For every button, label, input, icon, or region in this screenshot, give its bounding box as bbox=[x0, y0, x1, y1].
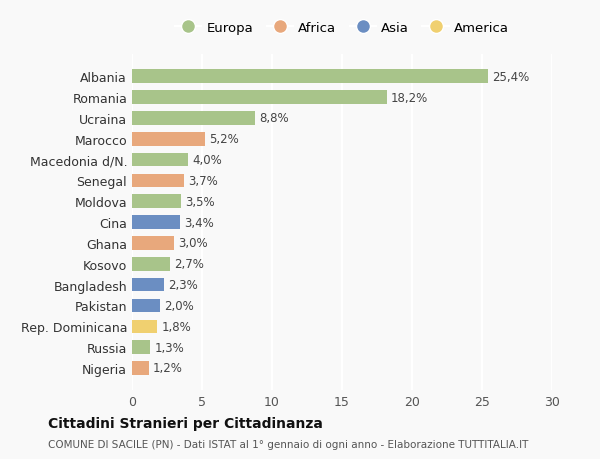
Text: 3,0%: 3,0% bbox=[178, 237, 208, 250]
Text: 18,2%: 18,2% bbox=[391, 91, 428, 104]
Bar bbox=[132, 361, 149, 375]
Text: 3,7%: 3,7% bbox=[188, 174, 218, 188]
Text: 1,3%: 1,3% bbox=[154, 341, 184, 354]
Text: 2,0%: 2,0% bbox=[164, 299, 194, 312]
Text: Cittadini Stranieri per Cittadinanza: Cittadini Stranieri per Cittadinanza bbox=[48, 416, 323, 430]
Text: 1,8%: 1,8% bbox=[161, 320, 191, 333]
Text: 3,5%: 3,5% bbox=[185, 196, 215, 208]
Bar bbox=[132, 237, 174, 250]
Bar bbox=[132, 133, 205, 146]
Text: 1,2%: 1,2% bbox=[153, 362, 183, 375]
Bar bbox=[132, 278, 164, 292]
Bar bbox=[132, 153, 188, 167]
Bar bbox=[132, 112, 255, 125]
Bar bbox=[132, 195, 181, 208]
Text: 25,4%: 25,4% bbox=[492, 71, 529, 84]
Text: 8,8%: 8,8% bbox=[259, 112, 289, 125]
Text: 2,7%: 2,7% bbox=[174, 257, 204, 271]
Bar bbox=[132, 299, 160, 313]
Bar bbox=[132, 320, 157, 333]
Bar bbox=[132, 70, 488, 84]
Text: 2,3%: 2,3% bbox=[169, 279, 198, 291]
Text: 3,4%: 3,4% bbox=[184, 216, 214, 229]
Text: 5,2%: 5,2% bbox=[209, 133, 239, 146]
Text: COMUNE DI SACILE (PN) - Dati ISTAT al 1° gennaio di ogni anno - Elaborazione TUT: COMUNE DI SACILE (PN) - Dati ISTAT al 1°… bbox=[48, 440, 529, 449]
Bar bbox=[132, 216, 179, 230]
Bar bbox=[132, 257, 170, 271]
Bar bbox=[132, 91, 387, 105]
Text: 4,0%: 4,0% bbox=[192, 154, 222, 167]
Legend: Europa, Africa, Asia, America: Europa, Africa, Asia, America bbox=[171, 18, 513, 39]
Bar bbox=[132, 341, 150, 354]
Bar bbox=[132, 174, 184, 188]
